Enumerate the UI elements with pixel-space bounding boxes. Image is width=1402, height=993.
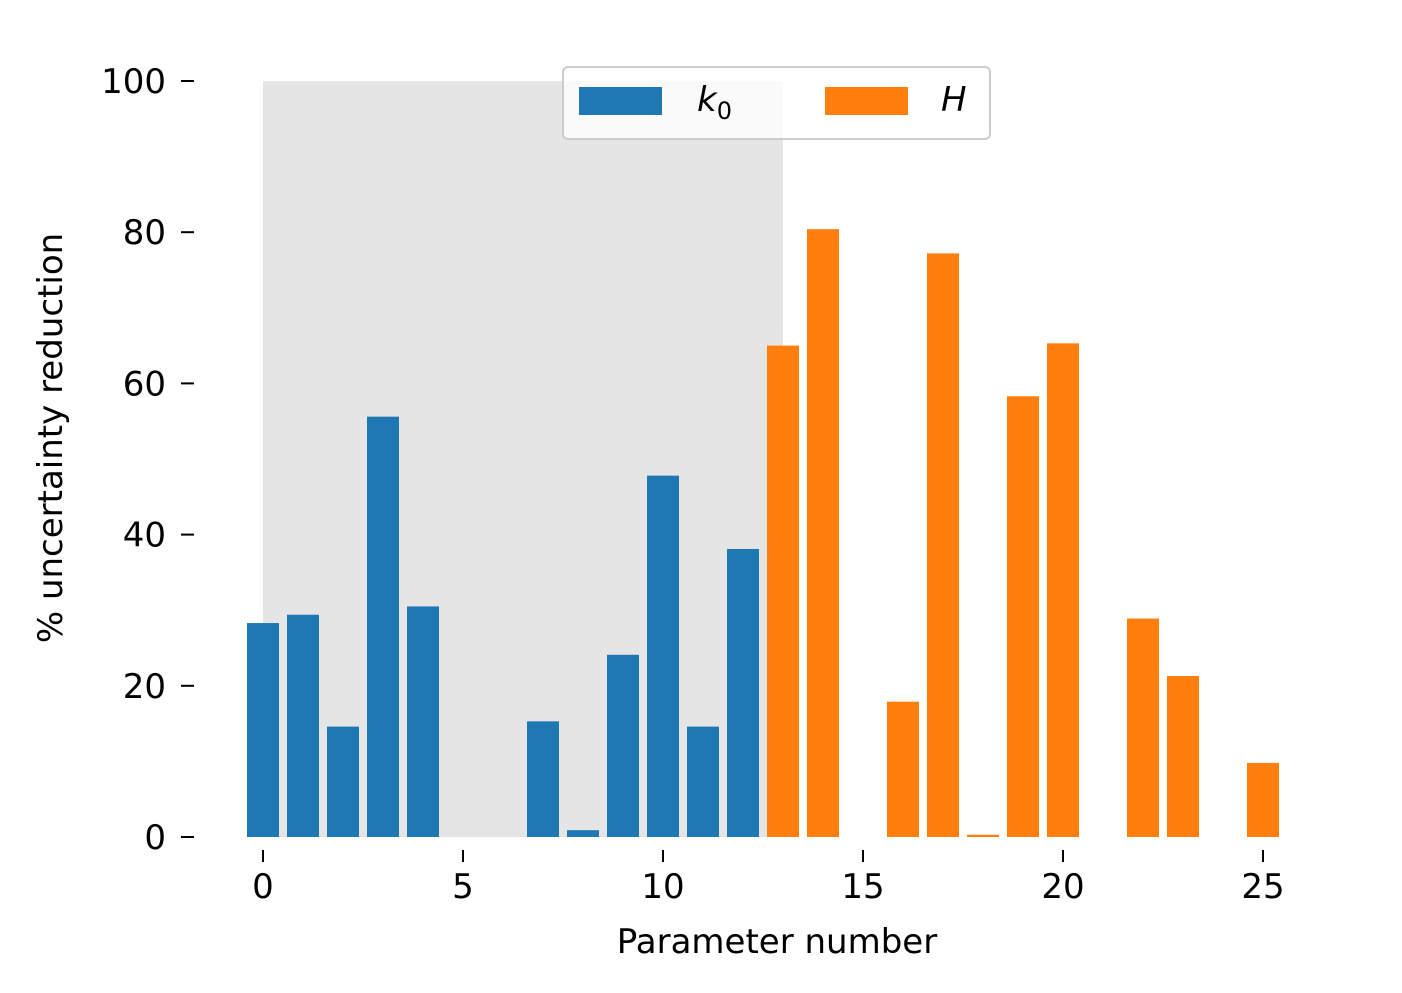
bar-k0-1 bbox=[287, 614, 319, 837]
bar-k0-4 bbox=[407, 606, 439, 837]
bar-h-17 bbox=[927, 253, 959, 838]
bar-k0-9 bbox=[607, 654, 639, 837]
bar-h-20 bbox=[1047, 343, 1079, 837]
y-axis-label: % uncertainty reduction bbox=[31, 233, 71, 643]
bar-k0-8 bbox=[567, 830, 599, 837]
bar-h-13 bbox=[767, 345, 799, 837]
y-tick-label-60: 60 bbox=[123, 364, 166, 404]
x-tick-label-25: 25 bbox=[1241, 867, 1284, 907]
legend-swatch-k0 bbox=[579, 87, 662, 115]
bar-k0-7 bbox=[527, 721, 559, 837]
y-axis: 0 20 40 60 80 100 bbox=[101, 62, 194, 858]
x-axis-label: Parameter number bbox=[617, 922, 937, 962]
legend-swatch-h bbox=[825, 87, 908, 115]
legend-box bbox=[562, 66, 991, 140]
bar-h-16 bbox=[887, 701, 919, 837]
bar-h-18 bbox=[967, 834, 999, 837]
bar-k0-11 bbox=[687, 726, 719, 837]
shaded-region bbox=[263, 81, 783, 837]
bars-layer bbox=[247, 229, 1279, 838]
x-tick-label-0: 0 bbox=[252, 867, 274, 907]
bar-k0-0 bbox=[247, 623, 279, 837]
bar-k0-2 bbox=[327, 726, 359, 837]
legend-label-k0-main: k bbox=[697, 80, 718, 120]
x-tick-label-20: 20 bbox=[1041, 867, 1084, 907]
x-tick-label-15: 15 bbox=[841, 867, 884, 907]
legend-label-k0-subscript: 0 bbox=[717, 97, 732, 125]
legend: k0 H bbox=[562, 66, 991, 140]
bar-k0-12 bbox=[727, 548, 759, 837]
x-tick-label-5: 5 bbox=[452, 867, 474, 907]
bar-k0-10 bbox=[647, 475, 679, 837]
y-tick-label-100: 100 bbox=[101, 62, 166, 102]
y-tick-label-0: 0 bbox=[144, 818, 166, 858]
bar-h-25 bbox=[1247, 762, 1279, 837]
y-tick-label-80: 80 bbox=[123, 213, 166, 253]
x-tick-label-10: 10 bbox=[641, 867, 684, 907]
y-tick-label-40: 40 bbox=[123, 516, 166, 556]
bar-h-23 bbox=[1167, 675, 1199, 837]
bar-h-19 bbox=[1007, 396, 1039, 837]
legend-label-k0: k0 bbox=[697, 80, 732, 125]
bar-h-22 bbox=[1127, 618, 1159, 837]
legend-label-h: H bbox=[941, 80, 967, 120]
y-tick-label-20: 20 bbox=[123, 667, 166, 707]
bar-h-14 bbox=[807, 229, 839, 837]
x-axis: 0 5 10 15 20 25 bbox=[252, 850, 1285, 907]
bar-k0-3 bbox=[367, 416, 399, 837]
